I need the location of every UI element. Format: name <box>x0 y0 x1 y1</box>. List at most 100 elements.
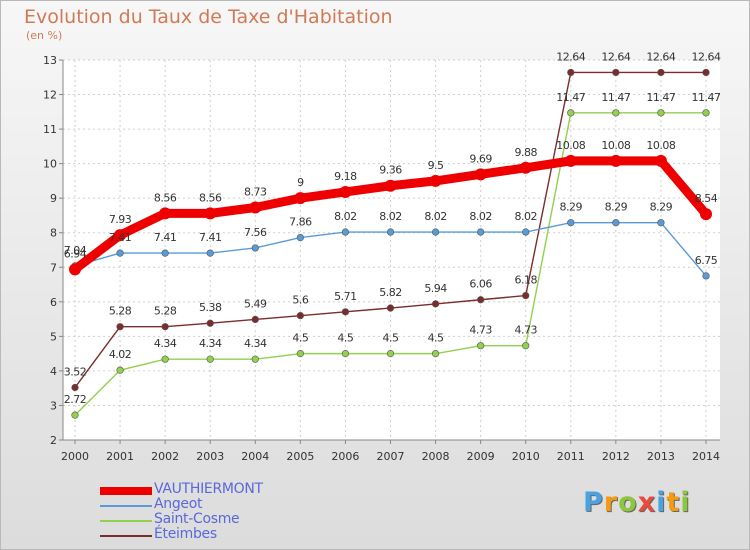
data-label: 12.64 <box>556 50 585 63</box>
data-label: 6.06 <box>469 278 492 291</box>
data-point <box>161 323 169 331</box>
data-label: 9.69 <box>469 152 492 165</box>
data-label: 7.86 <box>289 216 312 229</box>
data-point <box>702 68 710 77</box>
data-label: 8.29 <box>605 201 628 214</box>
x-tick-label: 2000 <box>61 450 89 463</box>
x-tick-label: 2007 <box>377 450 405 463</box>
data-label: 4.5 <box>383 332 399 345</box>
x-tick-label: 2009 <box>467 450 495 463</box>
data-label: 7.41 <box>199 231 222 244</box>
data-label: 11.47 <box>692 91 721 104</box>
y-tick-label: 7 <box>50 261 57 274</box>
y-tick-label: 4 <box>50 365 57 378</box>
data-label: 5.82 <box>379 286 402 299</box>
data-label: 4.73 <box>469 324 492 337</box>
logo-letter: i <box>656 487 667 518</box>
data-point <box>339 185 352 198</box>
data-label: 6.94 <box>64 247 87 260</box>
logo-letter: r <box>603 487 619 518</box>
data-point <box>519 161 532 174</box>
data-point <box>296 312 304 320</box>
x-tick-label: 2013 <box>647 450 675 463</box>
x-tick-label: 2005 <box>286 450 314 463</box>
data-label: 7.04 <box>64 244 87 257</box>
data-point <box>612 68 620 77</box>
data-label: 10.08 <box>556 139 585 152</box>
data-label: 4.5 <box>428 332 444 345</box>
data-point <box>161 249 169 257</box>
data-label: 10.08 <box>601 139 630 152</box>
x-tick-label: 2003 <box>196 450 224 463</box>
data-point <box>431 350 440 358</box>
data-point <box>386 228 395 236</box>
legend-label: Saint-Cosme <box>154 511 240 527</box>
data-label: 8.56 <box>154 191 177 204</box>
data-point <box>386 304 395 312</box>
data-point <box>612 109 620 117</box>
data-label: 7.41 <box>154 231 177 244</box>
data-point <box>71 383 79 392</box>
data-point <box>700 208 712 221</box>
y-tick-label: 13 <box>43 54 57 67</box>
data-point <box>116 366 124 374</box>
data-point <box>296 233 304 242</box>
data-label: 7.41 <box>109 231 132 244</box>
data-point <box>654 154 667 167</box>
data-label: 4.5 <box>292 332 308 345</box>
data-point <box>251 355 259 363</box>
x-tick-label: 2014 <box>692 450 720 463</box>
data-point <box>567 219 575 227</box>
data-point <box>429 174 442 187</box>
x-tick-label: 2001 <box>106 450 134 463</box>
y-tick-label: 10 <box>43 158 57 171</box>
data-label: 5.28 <box>154 305 177 318</box>
data-label: 2.72 <box>64 393 87 406</box>
chart-title: Evolution du Taux de Taxe d'Habitation <box>24 6 393 28</box>
data-label: 11.47 <box>646 91 675 104</box>
data-point <box>249 201 262 214</box>
y-tick-label: 5 <box>50 330 57 343</box>
data-label: 9.5 <box>428 159 444 172</box>
data-label: 4.5 <box>337 332 353 345</box>
logo-letter: i <box>680 487 691 518</box>
y-tick-label: 6 <box>50 296 57 309</box>
x-tick-label: 2006 <box>331 450 359 463</box>
data-point <box>567 109 575 117</box>
legend-swatch <box>100 520 152 522</box>
data-label: 6.18 <box>514 274 537 287</box>
x-tick-label: 2011 <box>557 450 585 463</box>
y-tick-label: 3 <box>50 399 57 412</box>
y-tick-label: 8 <box>50 227 57 240</box>
y-tick-label: 2 <box>50 434 57 447</box>
data-label: 4.34 <box>154 337 177 350</box>
data-point <box>341 350 350 358</box>
data-point <box>341 228 350 236</box>
data-point <box>702 272 710 280</box>
data-label: 4.73 <box>514 324 537 337</box>
legend-swatch <box>100 505 152 507</box>
data-label: 4.02 <box>109 348 132 361</box>
data-point <box>657 68 665 77</box>
data-label: 9.88 <box>514 146 537 159</box>
data-point <box>477 228 485 236</box>
x-tick-label: 2004 <box>241 450 269 463</box>
data-label: 6.75 <box>695 254 718 267</box>
data-label: 7.93 <box>109 213 132 226</box>
logo-letter: t <box>666 487 681 518</box>
data-label: 10.08 <box>646 139 675 152</box>
data-point <box>384 179 397 192</box>
x-tick-label: 2008 <box>422 450 450 463</box>
data-point <box>159 207 172 220</box>
x-tick-label: 2010 <box>512 450 540 463</box>
data-point <box>206 355 214 363</box>
data-label: 8.54 <box>695 192 718 205</box>
data-point <box>609 154 622 167</box>
data-point <box>251 244 259 252</box>
x-tick-label: 2012 <box>602 450 630 463</box>
data-label: 12.64 <box>601 50 630 63</box>
data-point <box>567 68 575 77</box>
data-label: 11.47 <box>556 91 585 104</box>
plot-area <box>63 60 720 440</box>
